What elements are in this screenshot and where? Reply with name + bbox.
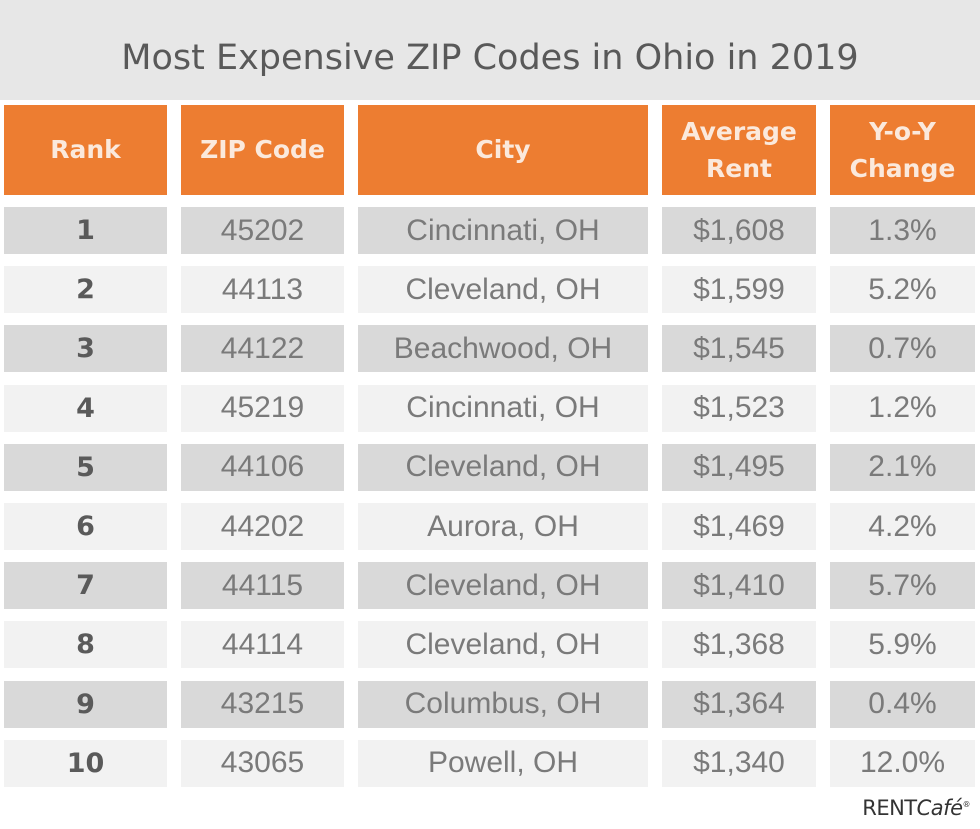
cell-zip-code: 43215 (181, 680, 344, 728)
cell-yoy-change: 5.9% (830, 621, 975, 669)
cell-city: Cleveland, OH (358, 266, 648, 314)
header-label: Average Rent (681, 113, 797, 188)
cell-average-rent: $1,545 (662, 325, 816, 373)
cell-rank: 6 (4, 503, 167, 550)
cell-yoy-change: 5.7% (830, 562, 975, 610)
cell-zip-code: 44113 (181, 266, 344, 314)
cell-rank: 7 (4, 562, 167, 610)
cell-rank: 9 (4, 680, 167, 728)
cell-rank: 1 (4, 207, 167, 254)
cell-zip-code: 44202 (181, 503, 344, 550)
logo-mark: ® (962, 800, 971, 809)
cell-yoy-change: 12.0% (830, 739, 975, 787)
cell-average-rent: $1,599 (662, 266, 816, 314)
cell-city: Columbus, OH (358, 680, 648, 728)
cell-rank: 3 (4, 325, 167, 373)
cell-rank: 4 (4, 384, 167, 432)
cell-rank: 2 (4, 266, 167, 314)
cell-average-rent: $1,410 (662, 562, 816, 610)
header-zip: ZIP Code (181, 105, 344, 195)
header-label: Y-o-Y Change (850, 113, 956, 188)
logo-cafe: Café (916, 796, 963, 820)
header-average-rent: Average Rent (662, 105, 816, 195)
table-title: Most Expensive ZIP Codes in Ohio in 2019 (121, 38, 859, 78)
logo-brand: RENT (862, 796, 917, 820)
cell-average-rent: $1,364 (662, 680, 816, 728)
header-line: Rent (706, 154, 772, 183)
cell-yoy-change: 5.2% (830, 266, 975, 314)
header-rank: Rank (4, 105, 167, 195)
header-line: Average (681, 116, 797, 146)
cell-zip-code: 44122 (181, 325, 344, 373)
title-band (0, 0, 980, 100)
cell-zip-code: 44114 (181, 621, 344, 669)
rentcafe-logo: RENTCafé® (862, 796, 970, 820)
cell-rank: 10 (4, 739, 167, 787)
cell-average-rent: $1,523 (662, 384, 816, 432)
header-city: City (358, 105, 648, 195)
cell-rank: 5 (4, 443, 167, 491)
cell-zip-code: 44106 (181, 443, 344, 491)
cell-yoy-change: 4.2% (830, 503, 975, 550)
header-line: Y-o-Y (869, 116, 936, 146)
header-line: Change (849, 154, 956, 183)
cell-city: Cleveland, OH (358, 562, 648, 610)
cell-average-rent: $1,495 (662, 443, 816, 491)
cell-zip-code: 45202 (181, 207, 344, 254)
cell-zip-code: 45219 (181, 384, 344, 432)
cell-city: Cleveland, OH (358, 443, 648, 491)
cell-yoy-change: 2.1% (830, 443, 975, 491)
cell-zip-code: 44115 (181, 562, 344, 610)
header-yoy-change: Y-o-Y Change (830, 105, 975, 195)
cell-yoy-change: 0.7% (830, 325, 975, 373)
cell-average-rent: $1,608 (662, 207, 816, 254)
cell-average-rent: $1,340 (662, 739, 816, 787)
cell-yoy-change: 1.3% (830, 207, 975, 254)
cell-yoy-change: 1.2% (830, 384, 975, 432)
cell-rank: 8 (4, 621, 167, 669)
cell-city: Cincinnati, OH (358, 207, 648, 254)
cell-zip-code: 43065 (181, 739, 344, 787)
cell-city: Aurora, OH (358, 503, 648, 550)
cell-yoy-change: 0.4% (830, 680, 975, 728)
header-label: Rank (50, 135, 121, 165)
cell-city: Powell, OH (358, 739, 648, 787)
header-label: ZIP Code (200, 135, 325, 165)
cell-city: Cleveland, OH (358, 621, 648, 669)
header-label: City (475, 135, 531, 165)
cell-average-rent: $1,368 (662, 621, 816, 669)
cell-average-rent: $1,469 (662, 503, 816, 550)
cell-city: Cincinnati, OH (358, 384, 648, 432)
cell-city: Beachwood, OH (358, 325, 648, 373)
